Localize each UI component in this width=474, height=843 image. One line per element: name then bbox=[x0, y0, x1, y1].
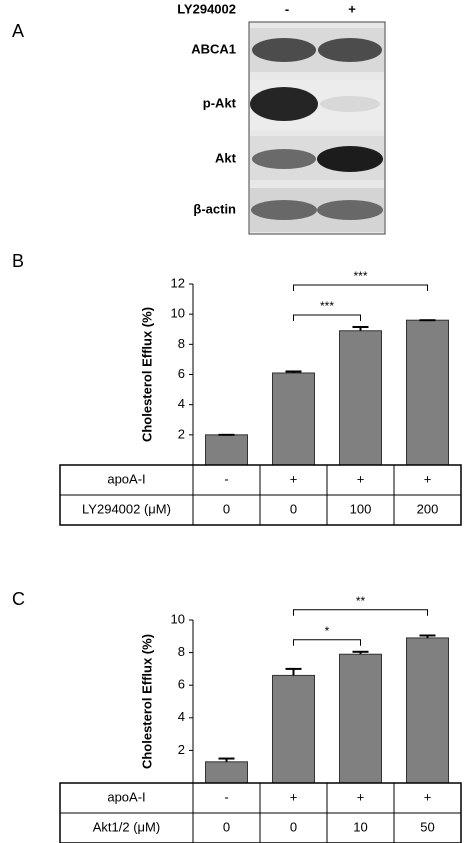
y-tick-label: 8 bbox=[178, 336, 185, 351]
table-cell: 100 bbox=[350, 501, 372, 516]
error-bar bbox=[352, 325, 369, 331]
table-cell: + bbox=[424, 789, 432, 804]
table-cell: 0 bbox=[290, 819, 297, 834]
table-cell: 200 bbox=[417, 501, 439, 516]
significance-bracket bbox=[293, 284, 428, 291]
table-cell: - bbox=[224, 789, 228, 804]
y-tick-label: 4 bbox=[178, 709, 185, 724]
condition-label: + bbox=[348, 1, 356, 16]
bar bbox=[272, 372, 315, 466]
row-label: apoA-I bbox=[107, 789, 145, 804]
panel-label: C bbox=[12, 589, 25, 609]
band bbox=[252, 38, 316, 62]
bar bbox=[205, 761, 248, 784]
error-bar bbox=[285, 370, 302, 373]
band bbox=[251, 200, 317, 220]
bar bbox=[339, 330, 382, 466]
table-cell: + bbox=[290, 471, 298, 486]
row-label: LY294002 (μM) bbox=[82, 501, 171, 516]
blot bbox=[248, 21, 386, 235]
significance-bracket bbox=[293, 314, 361, 321]
y-axis-label: Cholesterol Efflux (%) bbox=[139, 634, 154, 769]
band bbox=[317, 200, 383, 220]
error-bar bbox=[419, 634, 436, 638]
table-cell: 0 bbox=[223, 501, 230, 516]
error-bar bbox=[285, 667, 302, 676]
significance-bracket bbox=[293, 609, 428, 616]
band-label: ABCA1 bbox=[191, 41, 236, 56]
band-label: p-Akt bbox=[203, 95, 237, 110]
bar bbox=[272, 674, 315, 784]
y-tick-label: 2 bbox=[178, 742, 185, 757]
significance-label: ** bbox=[356, 594, 366, 608]
significance-label: *** bbox=[320, 299, 334, 313]
table-cell: + bbox=[424, 471, 432, 486]
table-cell: + bbox=[357, 789, 365, 804]
band-label: Akt bbox=[215, 150, 237, 165]
y-tick-label: 12 bbox=[171, 275, 185, 290]
table-cell: 0 bbox=[290, 501, 297, 516]
table-cell: 0 bbox=[223, 819, 230, 834]
band bbox=[250, 87, 318, 121]
y-tick-label: 8 bbox=[178, 644, 185, 659]
band bbox=[317, 146, 383, 172]
error-bar bbox=[352, 650, 369, 655]
table-cell: 50 bbox=[420, 819, 434, 834]
band bbox=[320, 96, 380, 112]
table-cell: + bbox=[290, 789, 298, 804]
y-tick-label: 10 bbox=[171, 306, 185, 321]
significance-label: * bbox=[325, 624, 330, 638]
treatment-label: LY294002 bbox=[177, 1, 236, 16]
condition-label: - bbox=[285, 1, 289, 16]
panel-label: A bbox=[12, 21, 24, 41]
band bbox=[252, 149, 316, 169]
panel-label: B bbox=[12, 251, 24, 271]
bar bbox=[406, 637, 449, 784]
error-bar bbox=[218, 757, 235, 762]
y-tick-label: 4 bbox=[178, 396, 185, 411]
bar bbox=[339, 653, 382, 784]
significance-label: *** bbox=[353, 269, 367, 283]
table-cell: + bbox=[357, 471, 365, 486]
significance-bracket bbox=[293, 639, 361, 646]
table-cell: - bbox=[224, 471, 228, 486]
y-tick-label: 6 bbox=[178, 366, 185, 381]
band bbox=[318, 38, 382, 62]
bar bbox=[205, 434, 248, 466]
y-axis-label: Cholesterol Efflux (%) bbox=[139, 307, 154, 442]
bar bbox=[406, 319, 449, 466]
y-tick-label: 6 bbox=[178, 677, 185, 692]
row-label: Akt1/2 (μM) bbox=[93, 819, 160, 834]
y-tick-label: 10 bbox=[171, 611, 185, 626]
row-label: apoA-I bbox=[107, 471, 145, 486]
table-cell: 10 bbox=[353, 819, 367, 834]
band-label: β-actin bbox=[193, 201, 236, 216]
y-tick-label: 2 bbox=[178, 426, 185, 441]
